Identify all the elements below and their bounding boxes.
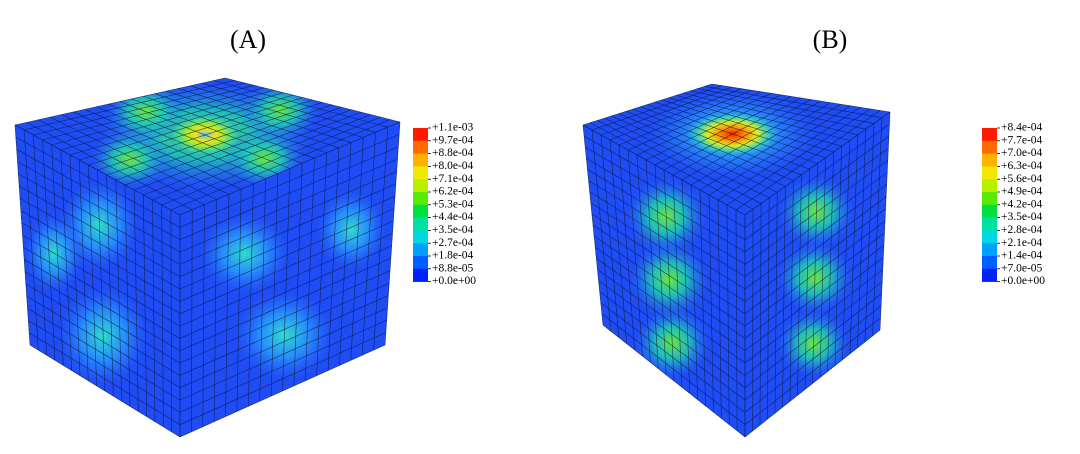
legend-swatch [413, 230, 428, 244]
mesh-line [744, 317, 881, 425]
mesh-line [152, 114, 371, 201]
mesh-line [170, 209, 172, 432]
mesh-line [704, 85, 882, 119]
legend-swatch [413, 256, 428, 270]
mesh-line [602, 324, 746, 438]
mesh-line [711, 83, 891, 113]
mesh-line [373, 127, 389, 351]
legends: +1.1e-03+9.7e-04+8.8e-04+8.0e-04+7.1e-04… [413, 122, 1045, 287]
mesh-line [601, 313, 746, 425]
legend-swatch [982, 128, 997, 142]
mesh-line [744, 293, 882, 401]
legend-label: +1.4e-04 [1001, 250, 1043, 262]
mesh-line [161, 204, 164, 427]
legend-label: +0.0e+00 [1001, 275, 1045, 287]
legend-swatch [413, 166, 428, 180]
legend-swatch [982, 268, 997, 282]
mesh-line [735, 209, 738, 431]
legend-label: +2.1e-04 [1001, 237, 1043, 249]
mesh-line [361, 132, 376, 356]
legend-swatch [982, 243, 997, 257]
legend-label: +6.2e-04 [432, 186, 474, 198]
legend-swatch [413, 179, 428, 193]
legend-label: +0.0e+00 [432, 275, 476, 287]
mesh-line [726, 204, 730, 425]
legend-swatch [982, 179, 997, 193]
legend-label: +1.8e-04 [432, 250, 474, 262]
contours [626, 178, 711, 380]
mesh-line [735, 110, 881, 211]
legend-label: +4.4e-04 [432, 211, 474, 223]
mesh-line [600, 302, 746, 413]
legend-swatch [982, 153, 997, 167]
legend-swatch [982, 192, 997, 206]
mesh-line [879, 111, 891, 331]
mesh-line [170, 119, 391, 211]
legend-swatch [413, 217, 428, 231]
mesh-line [201, 82, 376, 133]
legend-label: +6.3e-04 [1001, 160, 1043, 172]
mesh-line [717, 107, 861, 201]
legend-swatch [982, 166, 997, 180]
legend-swatch [413, 192, 428, 206]
mesh-line [179, 307, 388, 401]
mesh-line [29, 344, 181, 438]
legend-label: +3.5e-04 [432, 224, 474, 236]
legend-swatch [982, 217, 997, 231]
legend-swatch [982, 230, 997, 244]
legend-label: +4.9e-04 [1001, 186, 1043, 198]
legend-label: +7.0e-04 [1001, 147, 1043, 159]
legend-label: +4.2e-04 [1001, 198, 1043, 210]
legend-label: +2.8e-04 [1001, 224, 1043, 236]
legend-swatch [413, 268, 428, 282]
legend-label: +8.4e-04 [1001, 122, 1043, 134]
legend-swatch [413, 243, 428, 257]
mesh-line [384, 121, 401, 346]
legend-label: +7.1e-04 [432, 173, 474, 185]
legend-label: +5.3e-04 [432, 198, 474, 210]
legend-label: +7.0e-05 [1001, 262, 1043, 274]
legend-label: +3.5e-04 [1001, 211, 1043, 223]
legend-swatch [413, 204, 428, 218]
cubes [14, 77, 891, 438]
mesh-line [697, 88, 874, 124]
legend-swatch [413, 140, 428, 154]
mesh-line [179, 319, 387, 413]
legend-label: +2.7e-04 [432, 237, 474, 249]
mesh-line [179, 332, 386, 425]
legend-label: +1.1e-03 [432, 122, 474, 134]
mesh-line [213, 80, 388, 128]
mesh-line [864, 123, 875, 342]
mesh-line [27, 308, 181, 401]
legend-label: +5.6e-04 [1001, 173, 1043, 185]
panel-label: (B) [813, 25, 848, 54]
legend-swatch [413, 128, 428, 142]
legend-label: +7.7e-04 [1001, 134, 1043, 146]
mesh-line [726, 108, 871, 206]
panel-label: (A) [230, 25, 266, 54]
legend-swatch [982, 256, 997, 270]
mesh-line [161, 116, 381, 206]
mesh-line [744, 329, 881, 438]
legend-label: +8.8e-05 [432, 262, 474, 274]
mesh-line [28, 320, 181, 413]
legend-swatch [982, 204, 997, 218]
legend-label: +9.7e-04 [432, 134, 474, 146]
mesh-line [29, 332, 181, 425]
legend-label: +8.8e-04 [432, 147, 474, 159]
mesh-line [224, 77, 401, 123]
mesh-line [872, 117, 883, 336]
mesh-line [179, 344, 386, 438]
legend-label: +8.0e-04 [432, 160, 474, 172]
legend-swatch [413, 153, 428, 167]
legend-swatch [982, 140, 997, 154]
mesh-line [744, 305, 882, 413]
mesh-line [599, 291, 746, 401]
